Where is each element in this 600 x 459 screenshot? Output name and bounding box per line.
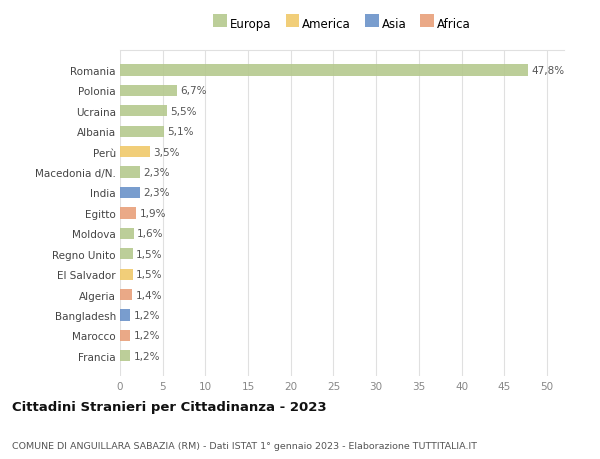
Bar bbox=[120, 350, 130, 362]
Text: 2,3%: 2,3% bbox=[143, 168, 170, 178]
Text: 5,1%: 5,1% bbox=[167, 127, 193, 137]
Text: 2,3%: 2,3% bbox=[143, 188, 170, 198]
Text: 1,2%: 1,2% bbox=[134, 351, 160, 361]
Text: 1,9%: 1,9% bbox=[140, 208, 166, 218]
Text: Cittadini Stranieri per Cittadinanza - 2023: Cittadini Stranieri per Cittadinanza - 2… bbox=[12, 400, 326, 413]
Legend: Europa, America, Asia, Africa: Europa, America, Asia, Africa bbox=[210, 14, 474, 34]
Bar bbox=[120, 228, 134, 240]
Bar bbox=[120, 65, 528, 77]
Text: 1,5%: 1,5% bbox=[136, 269, 163, 280]
Bar bbox=[120, 289, 132, 301]
Text: 1,2%: 1,2% bbox=[134, 310, 160, 320]
Text: COMUNE DI ANGUILLARA SABAZIA (RM) - Dati ISTAT 1° gennaio 2023 - Elaborazione TU: COMUNE DI ANGUILLARA SABAZIA (RM) - Dati… bbox=[12, 441, 477, 450]
Text: 3,5%: 3,5% bbox=[154, 147, 180, 157]
Text: 1,2%: 1,2% bbox=[134, 330, 160, 341]
Bar bbox=[120, 269, 133, 280]
Bar bbox=[120, 249, 133, 260]
Bar bbox=[120, 106, 167, 117]
Text: 1,6%: 1,6% bbox=[137, 229, 164, 239]
Bar bbox=[120, 126, 164, 138]
Bar bbox=[120, 167, 140, 178]
Text: 1,5%: 1,5% bbox=[136, 249, 163, 259]
Bar bbox=[120, 187, 140, 199]
Text: 1,4%: 1,4% bbox=[136, 290, 162, 300]
Bar bbox=[120, 147, 150, 158]
Text: 5,5%: 5,5% bbox=[170, 106, 197, 117]
Text: 47,8%: 47,8% bbox=[532, 66, 565, 76]
Bar bbox=[120, 86, 177, 97]
Bar bbox=[120, 330, 130, 341]
Bar bbox=[120, 310, 130, 321]
Text: 6,7%: 6,7% bbox=[181, 86, 207, 96]
Bar bbox=[120, 208, 136, 219]
